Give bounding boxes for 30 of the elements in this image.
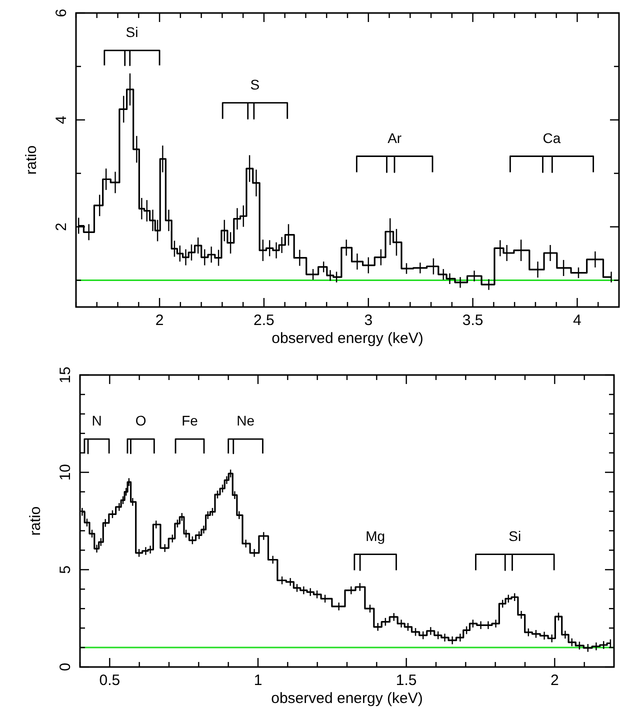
series-label: N xyxy=(92,412,102,429)
y-axis-title: ratio xyxy=(23,145,40,175)
series-label: Si xyxy=(508,528,522,544)
y-tick-label: 10 xyxy=(57,464,74,481)
series-label: Ar xyxy=(388,130,402,146)
x-tick-label: 1 xyxy=(254,672,262,689)
x-tick-label: 2 xyxy=(155,312,164,329)
x-axis-title: observed energy (keV) xyxy=(271,690,423,707)
x-tick-label: 3 xyxy=(364,312,373,329)
x-axis-title: observed energy (keV) xyxy=(272,330,424,347)
x-tick-label: 4 xyxy=(573,312,582,329)
y-tick-label: 0 xyxy=(57,662,74,672)
series-label: Ne xyxy=(236,412,255,429)
y-tick-label: 2 xyxy=(53,222,70,231)
series-label: Mg xyxy=(366,528,386,544)
x-tick-label: 0.5 xyxy=(99,672,120,689)
x-tick-label: 2.5 xyxy=(254,312,274,329)
series-label: Fe xyxy=(182,412,198,429)
series-label: S xyxy=(250,76,260,93)
x-tick-label: 1.5 xyxy=(396,672,417,689)
x-tick-label: 3.5 xyxy=(462,312,484,329)
y-axis-title: ratio xyxy=(27,506,44,536)
y-tick-label: 15 xyxy=(57,366,74,384)
y-tick-label: 4 xyxy=(53,116,70,124)
y-tick-label: 5 xyxy=(57,565,74,574)
legend-label: Si xyxy=(126,24,138,40)
series-label: O xyxy=(135,412,146,429)
y-tick-label: 6 xyxy=(53,8,70,18)
x-tick-label: 2 xyxy=(550,672,559,689)
series-label: Ca xyxy=(542,130,561,146)
